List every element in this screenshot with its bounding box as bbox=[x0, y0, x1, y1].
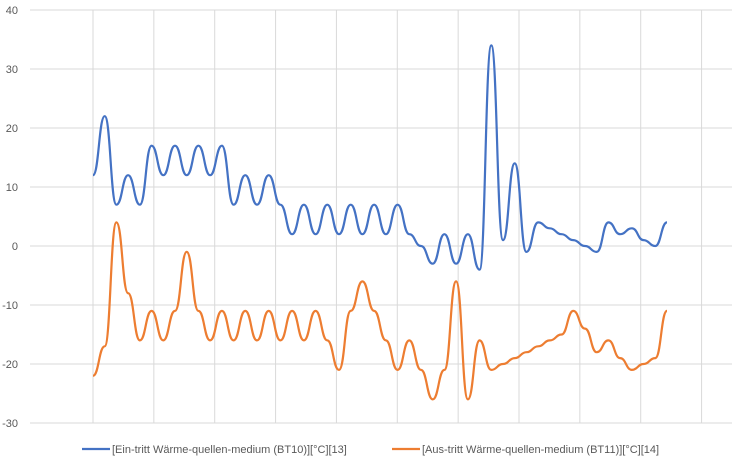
y-tick-label: 30 bbox=[6, 64, 18, 76]
legend-label-series-1: [Ein-tritt Wärme-quellen-medium (BT10)][… bbox=[112, 444, 347, 456]
series-lines bbox=[91, 44, 669, 401]
legend-label-series-2: [Aus-tritt Wärme-quellen-medium (BT11)][… bbox=[422, 444, 659, 456]
y-axis-tick-labels: 40 30 20 10 0 -10 -20 -30 bbox=[2, 5, 18, 430]
legend: [Ein-tritt Wärme-quellen-medium (BT10)][… bbox=[82, 444, 659, 456]
y-tick-label: 40 bbox=[6, 5, 18, 17]
grid bbox=[30, 9, 732, 424]
y-tick-label: 0 bbox=[12, 241, 18, 253]
y-tick-label: -30 bbox=[2, 418, 18, 430]
y-tick-label: -10 bbox=[2, 300, 18, 312]
y-tick-label: 20 bbox=[6, 123, 18, 135]
series-line-2 bbox=[92, 221, 669, 401]
y-tick-label: -20 bbox=[2, 359, 18, 371]
y-tick-label: 10 bbox=[6, 182, 18, 194]
series-line-1 bbox=[91, 44, 668, 271]
